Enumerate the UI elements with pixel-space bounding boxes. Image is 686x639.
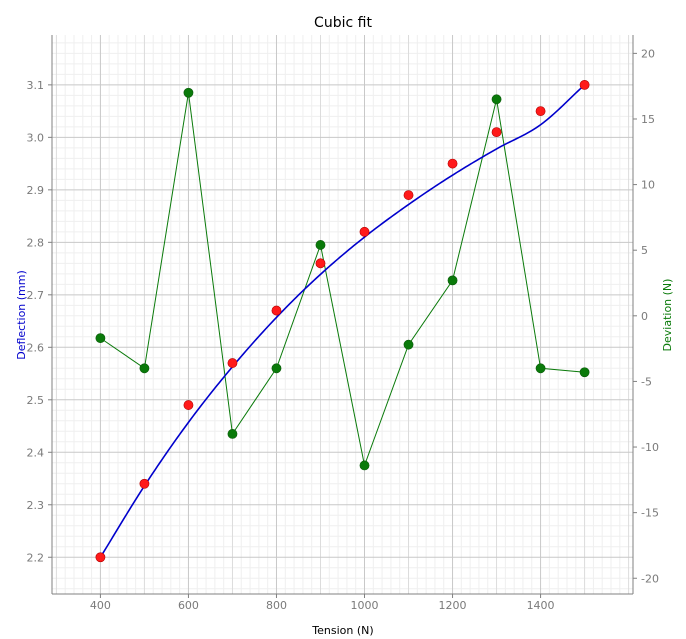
- y2-tick-label: 20: [641, 47, 655, 60]
- deflection-point: [359, 226, 370, 237]
- x-tick-label: 1200: [439, 599, 467, 612]
- deviation-point: [579, 367, 590, 378]
- y2-tick-label: 0: [641, 310, 648, 323]
- deflection-point: [403, 190, 414, 200]
- minor-grid: [52, 35, 633, 594]
- y-tick-label: 3.1: [27, 79, 45, 92]
- deviation-point: [271, 363, 282, 374]
- x-tick-label: 1000: [351, 599, 379, 612]
- x-axis-title: Tension (N): [311, 624, 373, 637]
- deflection-point: [227, 358, 238, 368]
- y2-tick-label: -5: [641, 375, 652, 388]
- y2-tick-label: 15: [641, 113, 655, 126]
- deflection-point: [315, 258, 326, 269]
- x-tick-label: 400: [90, 599, 111, 612]
- deflection-point: [95, 552, 106, 563]
- deviation-point: [491, 94, 502, 105]
- y2-tick-label: -15: [641, 507, 659, 520]
- series-layer: [95, 79, 590, 563]
- deviation-point: [403, 339, 414, 350]
- y-tick-label: 2.4: [27, 446, 45, 459]
- deviation-point: [447, 275, 458, 286]
- y-tick-label: 2.9: [27, 184, 45, 197]
- deflection-point: [183, 400, 194, 410]
- y-axis-title: Deflection (mm): [15, 270, 28, 360]
- deviation-point: [227, 429, 238, 439]
- deviation-line: [100, 92, 585, 468]
- y2-tick-label: 10: [641, 179, 655, 192]
- y-tick-label: 2.7: [27, 289, 45, 302]
- y2-tick-label: -20: [641, 572, 659, 585]
- cubic-fit-curve: [99, 84, 586, 558]
- x-tick-labels: 400 600 800 1000 1200 1400: [90, 594, 555, 612]
- y2-tick-label: 5: [641, 244, 648, 257]
- axes: [51, 35, 634, 595]
- y-tick-label: 2.8: [27, 236, 45, 249]
- y-tick-label: 3.0: [27, 131, 45, 144]
- y-tick-labels: 2.2 2.3 2.4 2.5 2.6 2.7 2.8 2.9 3.0 3.1: [27, 79, 52, 564]
- deflection-point: [535, 106, 546, 117]
- y2-axis-title: Deviation (N): [661, 279, 674, 352]
- deflection-point: [579, 79, 590, 90]
- x-tick-label: 1400: [527, 599, 555, 612]
- deflection-point: [139, 478, 150, 489]
- major-grid: [52, 35, 633, 594]
- deviation-point: [183, 87, 194, 98]
- y2-tick-labels: -20 -15 -10 -5 0 5 10 15 20: [633, 47, 659, 585]
- x-tick-label: 600: [178, 599, 199, 612]
- deflection-point: [271, 305, 282, 316]
- chart-title: Cubic fit: [314, 15, 372, 31]
- y-tick-label: 2.2: [27, 551, 45, 564]
- y-tick-label: 2.3: [27, 499, 45, 512]
- x-tick-label: 800: [266, 599, 287, 612]
- deflection-point: [447, 158, 458, 169]
- y-tick-label: 2.6: [27, 341, 45, 354]
- y2-tick-label: -10: [641, 441, 659, 454]
- deviation-point: [315, 240, 326, 250]
- deviation-point: [139, 363, 150, 374]
- deviation-point: [359, 460, 370, 471]
- deflection-point: [491, 127, 502, 138]
- y-tick-label: 2.5: [27, 394, 45, 407]
- deviation-point: [535, 363, 546, 374]
- deviation-point: [95, 333, 106, 344]
